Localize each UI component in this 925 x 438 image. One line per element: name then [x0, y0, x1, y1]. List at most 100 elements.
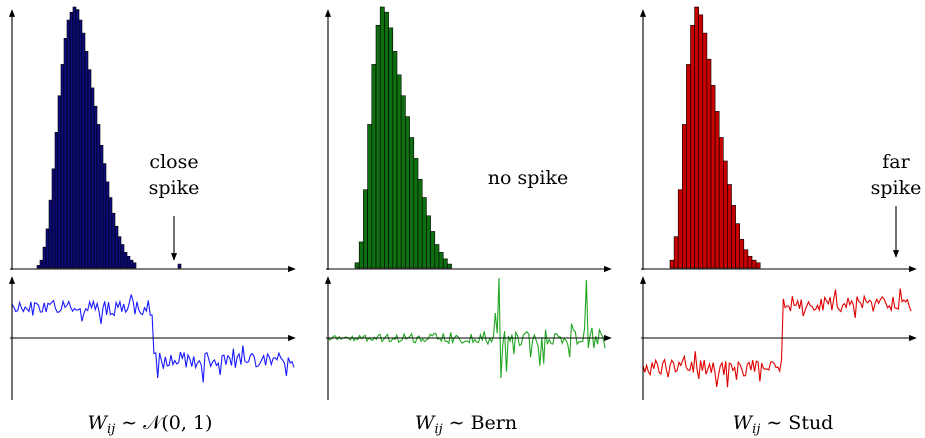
histogram-bar: [735, 223, 740, 269]
histogram-bar: [426, 215, 431, 269]
histogram-bar: [677, 189, 683, 269]
histogram-bar: [36, 265, 41, 269]
histogram-bar: [84, 51, 89, 269]
histogram-bar: [718, 137, 724, 269]
signal-trace: [642, 288, 912, 388]
histogram-bar: [96, 124, 101, 269]
histogram-bar: [747, 255, 753, 269]
spike-annotation-line-1: close: [149, 151, 198, 173]
panel-stud: far spike Wij ∼ Stud: [639, 6, 922, 437]
spike-annotation-line-2: spike: [871, 177, 922, 199]
histogram-bar: [434, 244, 440, 269]
histogram-bar: [739, 238, 745, 269]
histogram-bar: [743, 249, 749, 269]
histogram-bar: [392, 51, 398, 269]
histogram-bar: [48, 199, 53, 269]
panel-bern: no spike Wij ∼ Bern: [324, 6, 612, 437]
caption-rel: ∼: [766, 412, 782, 434]
histogram-bar: [363, 189, 368, 269]
signal-bern: [327, 277, 606, 379]
caption-sub: ij: [752, 422, 760, 437]
histogram-bar: [42, 246, 47, 269]
histogram-bar: [367, 124, 373, 269]
histogram-bar: [105, 181, 110, 269]
histogram-bar: [90, 87, 95, 269]
histogram-bar: [755, 262, 761, 269]
histogram-bar: [727, 184, 732, 269]
histogram-bar: [681, 124, 687, 269]
histogram-bar: [69, 11, 74, 269]
histogram-bar: [111, 212, 116, 269]
caption-var: W: [88, 412, 109, 434]
histogram-bar: [117, 236, 122, 269]
histogram-bar: [371, 64, 377, 269]
histogram-bar: [669, 259, 675, 269]
caption-normal: Wij ∼ 𝒩(0, 1): [88, 412, 213, 437]
signal-stud: [642, 288, 912, 388]
histogram-bar: [702, 32, 708, 269]
histogram-normal: [36, 6, 182, 269]
histogram-bar: [120, 244, 125, 269]
histogram-bar: [690, 24, 695, 269]
signal-normal: [11, 294, 295, 383]
histogram-bar: [54, 131, 59, 269]
histogram-bar: [413, 158, 419, 269]
histogram-bar: [358, 241, 364, 269]
histogram-bar: [132, 262, 137, 269]
histogram-bar: [400, 95, 406, 269]
histogram-bern: [354, 6, 452, 269]
no-spike-annotation: no spike: [488, 167, 568, 189]
histogram-bar: [751, 259, 757, 269]
histogram-bar: [384, 11, 389, 269]
histogram-bar: [706, 58, 712, 269]
histogram-bar: [60, 64, 65, 269]
signal-trace: [327, 277, 606, 379]
histogram-bar: [722, 160, 728, 269]
histogram-bar: [78, 19, 83, 269]
histogram-bar: [123, 252, 128, 269]
histogram-bar: [126, 255, 131, 269]
histogram-bar: [81, 32, 86, 269]
histogram-bar: [93, 105, 98, 269]
histogram-bar: [87, 69, 92, 269]
histogram-bar: [45, 228, 50, 269]
histogram-bar: [102, 163, 107, 269]
signal-trace: [11, 294, 295, 383]
spike-annotation-line-2: spike: [149, 177, 200, 199]
caption-var: W: [733, 412, 754, 434]
caption-sub: ij: [434, 422, 442, 437]
caption-stud: Wij ∼ Stud: [733, 412, 834, 437]
caption-dist: Stud: [788, 412, 833, 434]
caption-dist: 𝒩(0, 1): [143, 412, 212, 434]
histogram-bar: [379, 6, 385, 269]
histogram-bar: [714, 111, 720, 269]
histogram-bar: [354, 262, 360, 269]
histogram-bar: [57, 95, 62, 269]
histogram-bar: [114, 225, 119, 269]
histogram-bar: [63, 38, 68, 269]
spike-bar: [177, 263, 182, 269]
histogram-bar: [39, 259, 44, 269]
histogram-bar: [75, 9, 80, 269]
histogram-bar: [388, 27, 394, 269]
histogram-bar: [405, 116, 410, 269]
histogram-bar: [421, 197, 427, 269]
spike-annotation-line-1: far: [882, 151, 910, 173]
histogram-bar: [409, 137, 415, 269]
histogram-bar: [66, 19, 71, 269]
histogram-bar: [698, 14, 704, 269]
histogram-bar: [430, 231, 436, 269]
caption-sub: ij: [107, 422, 115, 437]
histogram-bar: [396, 74, 402, 269]
histogram-bar: [108, 197, 113, 269]
histogram-bar: [710, 85, 716, 269]
histogram-bar: [694, 6, 699, 269]
histogram-bar: [731, 205, 736, 269]
histogram-bar: [375, 24, 381, 269]
histogram-bar: [442, 258, 448, 269]
histogram-bar: [51, 168, 56, 269]
caption-bern: Wij ∼ Bern: [415, 412, 517, 437]
histogram-bar: [99, 145, 104, 269]
histogram-stud: [669, 6, 761, 269]
